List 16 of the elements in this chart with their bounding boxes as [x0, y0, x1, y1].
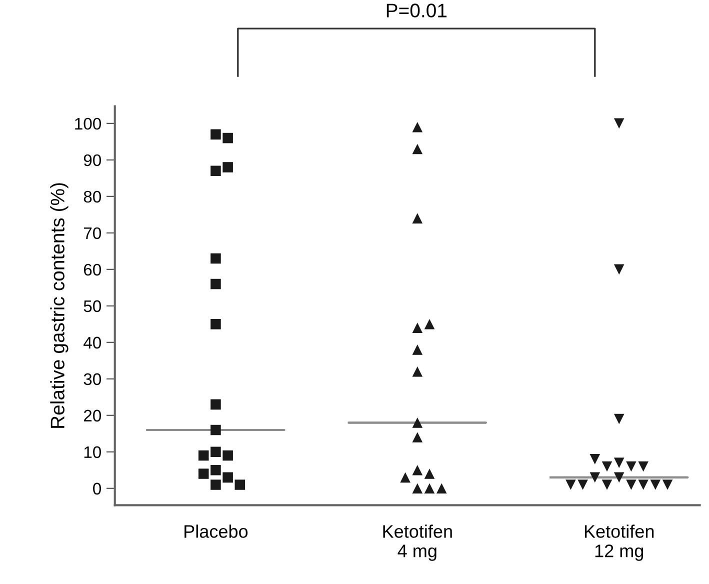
- y-tick-label: 40: [84, 336, 102, 349]
- y-tick-label: 0: [93, 482, 102, 495]
- y-tick-label: 100: [75, 118, 102, 130]
- y-tick-label: 30: [84, 373, 102, 386]
- x-tick-label: Ketotifen 4 mg: [383, 524, 452, 561]
- y-axis-title: Relative gastric contents (%): [50, 183, 68, 428]
- y-tick-label: 90: [84, 154, 102, 166]
- y-tick-label: 80: [84, 190, 102, 203]
- y-tick-label: 20: [84, 410, 102, 422]
- x-tick-label: Ketotifen 12 mg: [584, 524, 654, 561]
- y-tick-label: 60: [84, 264, 102, 276]
- y-tick-label: 70: [84, 227, 102, 240]
- y-tick-label: 10: [84, 446, 102, 458]
- text: P=0.01: [386, 4, 447, 18]
- y-tick-label: 50: [84, 300, 102, 312]
- x-tick-label: Placebo: [184, 524, 248, 538]
